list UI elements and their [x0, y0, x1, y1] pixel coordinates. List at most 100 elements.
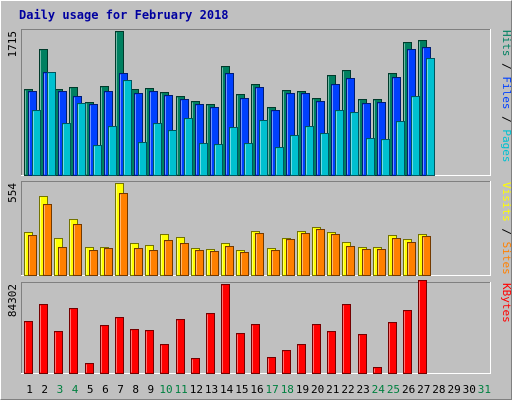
- bar-pages: [47, 72, 56, 176]
- bar-kbytes: [373, 367, 382, 374]
- bar-sites: [240, 252, 249, 276]
- bar-kbytes: [267, 357, 276, 374]
- bar-body: [297, 344, 306, 374]
- bar-body: [301, 233, 310, 276]
- panel-kbytes: 84302 KBytes: [6, 280, 512, 374]
- bar-sites: [271, 250, 280, 276]
- bar-body: [320, 133, 329, 176]
- bar-body: [77, 103, 86, 176]
- bar-body: [24, 321, 33, 374]
- bar-pages: [153, 123, 162, 176]
- bar-sites: [346, 246, 355, 276]
- bar-kbytes: [39, 304, 48, 374]
- bar-sites: [377, 249, 386, 276]
- legend-entry: KBytes: [500, 283, 512, 323]
- bar-body: [267, 357, 276, 374]
- x-tick-label: 25: [387, 383, 400, 396]
- bar-pages: [214, 144, 223, 176]
- bar-body: [134, 248, 143, 276]
- bar-body: [28, 235, 37, 276]
- x-tick-label: 24: [372, 383, 386, 396]
- panel-legend: Hits / Files / Pages: [500, 30, 512, 163]
- bar-kbytes: [160, 344, 169, 374]
- bar-body: [153, 123, 162, 176]
- bar-kbytes: [236, 333, 245, 374]
- bar-sites: [210, 251, 219, 276]
- bar-body: [251, 324, 260, 374]
- bar-body: [54, 331, 63, 374]
- bar-kbytes: [69, 308, 78, 374]
- x-tick-label: 29: [447, 383, 460, 396]
- bar-sites: [134, 248, 143, 276]
- bar-body: [350, 112, 359, 176]
- x-tick-label: 21: [326, 383, 339, 396]
- bar-body: [221, 284, 230, 374]
- x-tick-label: 20: [311, 383, 324, 396]
- legend-entry: Hits: [500, 30, 512, 57]
- bar-pages: [184, 118, 193, 176]
- bar-sites: [104, 248, 113, 276]
- bar-body: [407, 242, 416, 276]
- bar-kbytes: [206, 313, 215, 374]
- bar-pages: [32, 110, 41, 176]
- bar-body: [358, 334, 367, 374]
- bar-body: [346, 246, 355, 276]
- bar-kbytes: [221, 284, 230, 374]
- x-tick-label: 6: [102, 383, 109, 396]
- bar-body: [43, 204, 52, 276]
- bar-body: [214, 144, 223, 176]
- bar-kbytes: [388, 322, 397, 374]
- bar-body: [160, 344, 169, 374]
- legend-entry: Sites: [500, 242, 512, 275]
- bar-pages: [123, 80, 132, 176]
- bar-pages: [381, 139, 390, 176]
- bar-sites: [225, 246, 234, 276]
- bar-body: [316, 229, 325, 276]
- bar-kbytes: [24, 321, 33, 374]
- legend-entry: Files: [500, 76, 512, 109]
- legend-entry: /: [500, 57, 512, 77]
- bar-body: [240, 252, 249, 276]
- bar-kbytes: [115, 317, 124, 374]
- bar-pages: [138, 142, 147, 176]
- bar-pages: [320, 133, 329, 176]
- bar-sites: [89, 250, 98, 276]
- bar-body: [403, 310, 412, 374]
- x-tick-label: 1: [26, 383, 33, 396]
- x-tick-label: 31: [478, 383, 491, 396]
- legend-entry: /: [500, 110, 512, 130]
- x-tick-label: 15: [235, 383, 248, 396]
- bar-body: [195, 250, 204, 276]
- x-tick-label: 9: [148, 383, 155, 396]
- bar-kbytes: [342, 304, 351, 374]
- bar-sites: [316, 229, 325, 276]
- bar-body: [275, 147, 284, 176]
- bar-pages: [77, 103, 86, 176]
- bar-body: [290, 135, 299, 176]
- bar-kbytes: [418, 280, 427, 374]
- bar-kbytes: [282, 350, 291, 374]
- x-tick-label: 26: [402, 383, 415, 396]
- bar-kbytes: [100, 325, 109, 374]
- panel-pages-files-hits: 1715 Hits / Files / Pages: [6, 29, 512, 176]
- bar-body: [100, 325, 109, 374]
- panel-legend: KBytes: [500, 283, 512, 323]
- bar-pages: [93, 145, 102, 176]
- bar-body: [47, 72, 56, 176]
- bar-body: [373, 367, 382, 374]
- bar-pages: [168, 130, 177, 176]
- bar-body: [366, 138, 375, 176]
- x-tick-label: 11: [175, 383, 188, 396]
- bar-kbytes: [403, 310, 412, 374]
- bar-body: [282, 350, 291, 374]
- panel-max-label: 1715: [6, 31, 19, 58]
- x-tick-label: 28: [432, 383, 445, 396]
- bar-body: [342, 304, 351, 374]
- x-tick-label: 7: [117, 383, 124, 396]
- bar-pages: [275, 147, 284, 176]
- bar-sites: [164, 240, 173, 276]
- panel-max-label: 554: [6, 183, 19, 203]
- bar-pages: [244, 143, 253, 176]
- bar-sites: [407, 242, 416, 276]
- x-tick-label: 10: [159, 383, 172, 396]
